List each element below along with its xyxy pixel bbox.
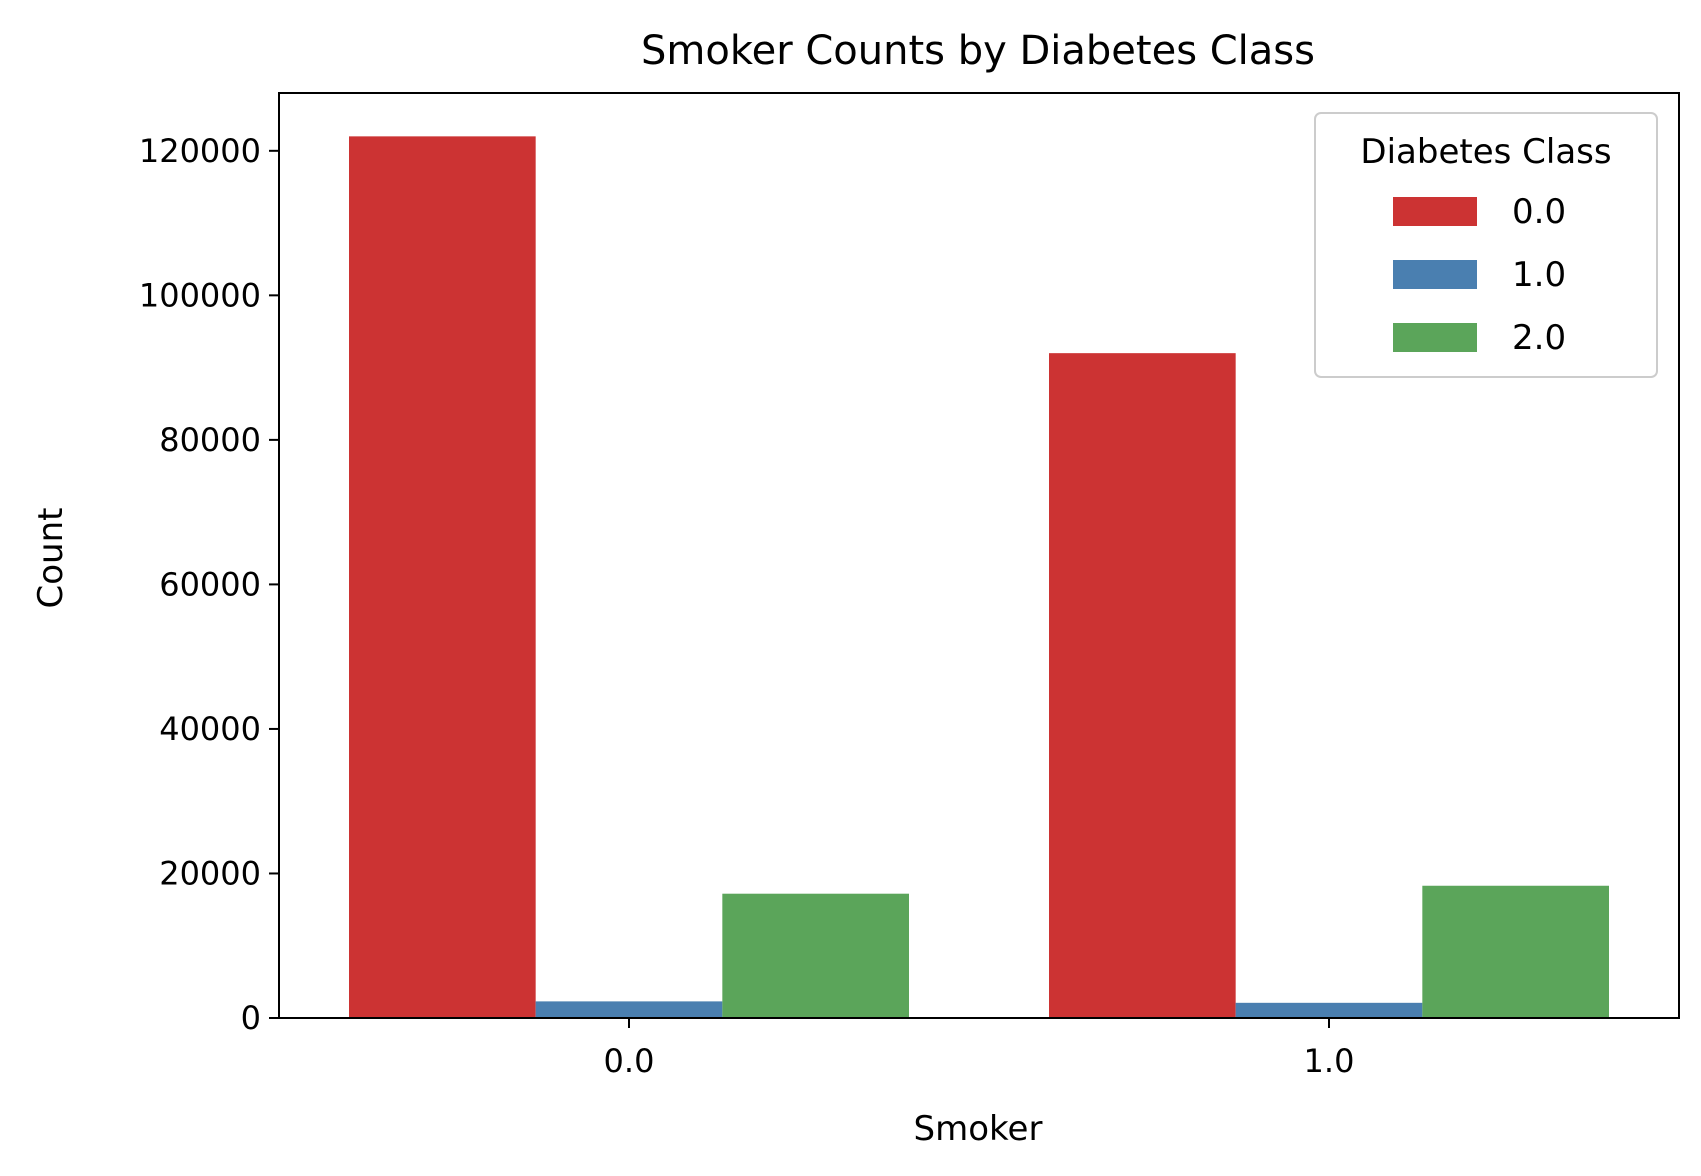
legend-title: Diabetes Class (1360, 132, 1611, 172)
y-tick-label: 20000 (159, 854, 261, 892)
x-axis-label: Smoker (914, 1109, 1043, 1149)
x-tick-label: 0.0 (604, 1042, 655, 1080)
y-axis: 0 20000 40000 60000 80000 100000 120000 (139, 132, 279, 1037)
legend-items: 0.0 1.0 2.0 (1393, 192, 1566, 358)
bars-group (349, 136, 1609, 1019)
bar-smoker-1.0-class-1.0 (1235, 1002, 1423, 1018)
x-tick-label: 1.0 (1304, 1042, 1355, 1080)
bar-smoker-1.0-class-0.0 (1049, 353, 1236, 1018)
y-tick-label: 80000 (159, 421, 261, 459)
y-axis-label: Count (31, 508, 71, 609)
y-tick-label: 60000 (159, 565, 261, 603)
legend-label: 2.0 (1512, 318, 1566, 358)
chart-title: Smoker Counts by Diabetes Class (641, 28, 1315, 74)
legend-label: 0.0 (1512, 192, 1566, 232)
y-tick-label: 100000 (139, 276, 261, 314)
legend-swatch (1393, 323, 1477, 352)
legend-box (1314, 112, 1658, 378)
plot-frame (278, 92, 1680, 1019)
x-axis: 0.0 1.0 (604, 1018, 1355, 1080)
legend-swatch (1393, 260, 1477, 289)
bar-smoker-0.0-class-1.0 (535, 1001, 723, 1018)
legend-label: 1.0 (1512, 255, 1566, 295)
bar-smoker-1.0-class-2.0 (1422, 885, 1609, 1018)
y-tick-label: 120000 (139, 132, 261, 170)
bar-smoker-0.0-class-2.0 (722, 893, 909, 1018)
bar-smoker-0.0-class-0.0 (349, 136, 536, 1019)
legend-swatch (1393, 197, 1477, 226)
y-tick-label: 40000 (159, 710, 261, 748)
legend: Diabetes Class 0.0 1.0 2.0 (1314, 112, 1658, 378)
y-tick-label: 0 (241, 999, 261, 1037)
